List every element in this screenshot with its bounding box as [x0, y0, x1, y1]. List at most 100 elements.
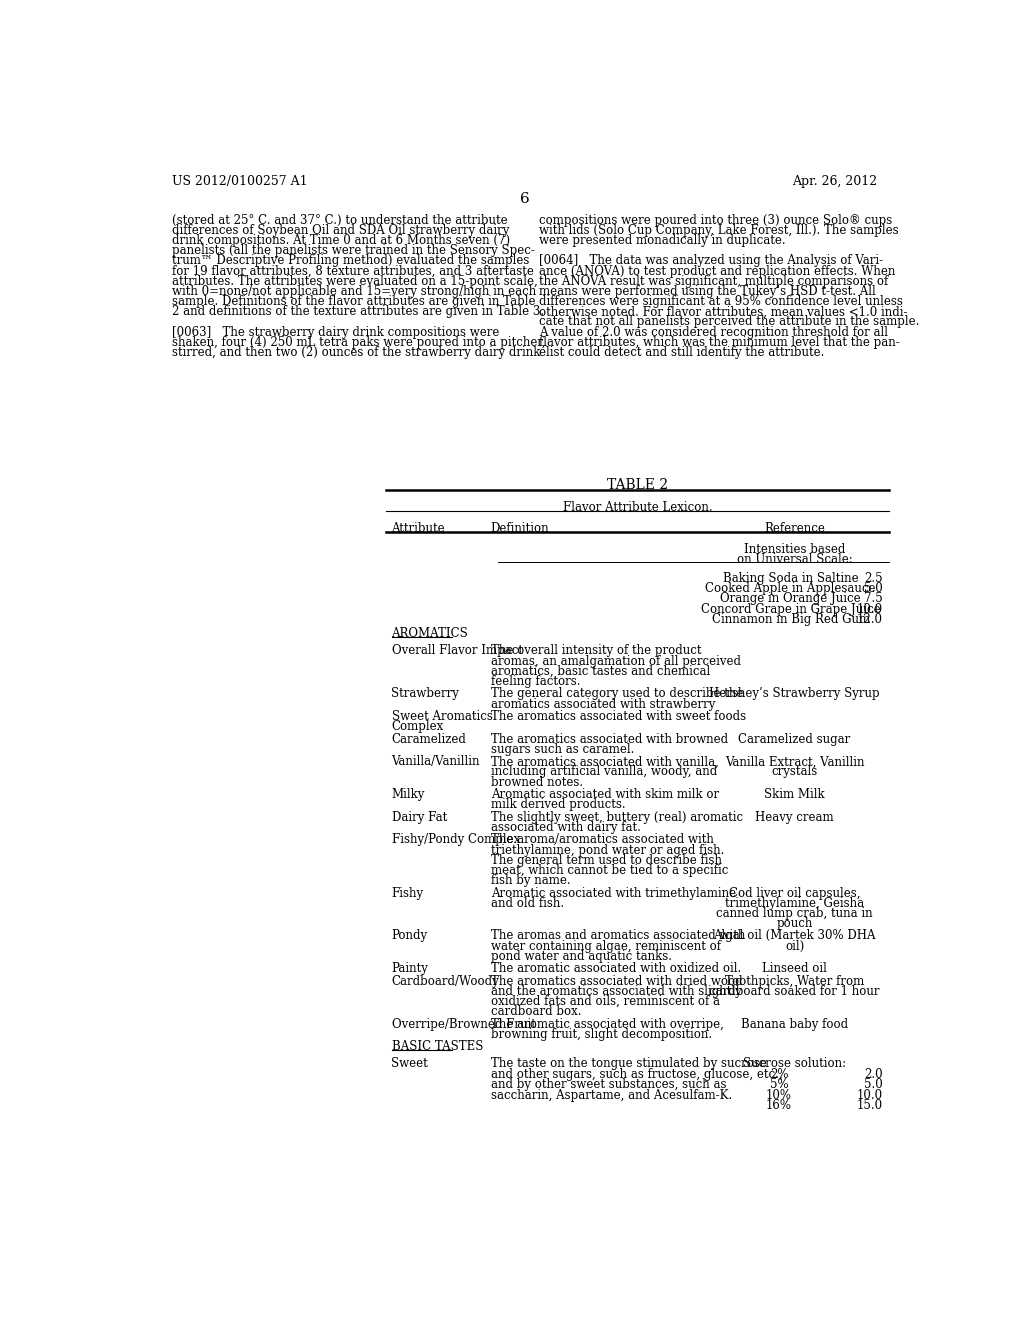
Text: flavor attributes, which was the minimum level that the pan-: flavor attributes, which was the minimum… [539, 335, 899, 348]
Text: browned notes.: browned notes. [490, 776, 583, 788]
Text: canned lump crab, tuna in: canned lump crab, tuna in [716, 907, 872, 920]
Text: oil): oil) [784, 940, 804, 953]
Text: browning fruit, slight decomposition.: browning fruit, slight decomposition. [490, 1028, 712, 1041]
Text: Painty: Painty [391, 962, 428, 975]
Text: Dairy Fat: Dairy Fat [391, 810, 446, 824]
Text: 6: 6 [520, 193, 529, 206]
Text: Complex: Complex [391, 721, 443, 733]
Text: Milky: Milky [391, 788, 425, 801]
Text: 10.0: 10.0 [857, 1089, 883, 1102]
Text: associated with dairy fat.: associated with dairy fat. [490, 821, 641, 834]
Text: The general term used to describe fish: The general term used to describe fish [490, 854, 722, 867]
Text: Orange in Orange Juice: Orange in Orange Juice [720, 593, 861, 606]
Text: panelists (all the panelists were trained in the Sensory Spec-: panelists (all the panelists were traine… [172, 244, 536, 257]
Text: Definition: Definition [490, 521, 549, 535]
Text: Sucrose solution:: Sucrose solution: [743, 1057, 846, 1071]
Text: Caramelized sugar: Caramelized sugar [738, 733, 851, 746]
Text: Vanilla Extract, Vanillin: Vanilla Extract, Vanillin [725, 755, 864, 768]
Text: were presented monadically in duplicate.: were presented monadically in duplicate. [539, 234, 785, 247]
Text: The aromas and aromatics associated with: The aromas and aromatics associated with [490, 929, 745, 942]
Text: Toothpicks, Water from: Toothpicks, Water from [725, 974, 864, 987]
Text: oxidized fats and oils, reminiscent of a: oxidized fats and oils, reminiscent of a [490, 995, 720, 1008]
Text: cardboard box.: cardboard box. [490, 1006, 582, 1018]
Text: 16%: 16% [766, 1098, 792, 1111]
Text: aromatics, basic tastes and chemical: aromatics, basic tastes and chemical [490, 665, 710, 677]
Text: The overall intensity of the product: The overall intensity of the product [490, 644, 701, 657]
Text: saccharin, Aspartame, and Acesulfam-K.: saccharin, Aspartame, and Acesulfam-K. [490, 1089, 732, 1102]
Text: for 19 flavor attributes, 8 texture attributes, and 3 aftertaste: for 19 flavor attributes, 8 texture attr… [172, 264, 535, 277]
Text: drink compositions. At Time 0 and at 6 Months seven (7): drink compositions. At Time 0 and at 6 M… [172, 234, 510, 247]
Text: on Universal Scale:: on Universal Scale: [736, 553, 852, 566]
Text: AROMATICS: AROMATICS [391, 627, 468, 640]
Text: sugars such as caramel.: sugars such as caramel. [490, 743, 634, 756]
Text: Overall Flavor Impact: Overall Flavor Impact [391, 644, 522, 657]
Text: 2 and definitions of the texture attributes are given in Table 3.: 2 and definitions of the texture attribu… [172, 305, 545, 318]
Text: pouch: pouch [776, 917, 813, 931]
Text: 5%: 5% [770, 1078, 788, 1092]
Text: Algal oil (Martek 30% DHA: Algal oil (Martek 30% DHA [714, 929, 876, 942]
Text: 10.0: 10.0 [857, 602, 883, 615]
Text: and by other sweet substances, such as: and by other sweet substances, such as [490, 1078, 726, 1092]
Text: and other sugars, such as fructose, glucose, etc.,: and other sugars, such as fructose, gluc… [490, 1068, 782, 1081]
Text: with 0=none/not applicable and 15=very strong/high in each: with 0=none/not applicable and 15=very s… [172, 285, 537, 298]
Text: milk derived products.: milk derived products. [490, 799, 626, 812]
Text: Intensities based: Intensities based [743, 543, 845, 556]
Text: Strawberry: Strawberry [391, 688, 460, 701]
Text: compositions were poured into three (3) ounce Solo® cups: compositions were poured into three (3) … [539, 214, 892, 227]
Text: Skim Milk: Skim Milk [764, 788, 824, 801]
Text: Overripe/Browned Fruit: Overripe/Browned Fruit [391, 1018, 536, 1031]
Text: Linseed oil: Linseed oil [762, 962, 827, 975]
Text: 2%: 2% [770, 1068, 788, 1081]
Text: including artificial vanilla, woody, and: including artificial vanilla, woody, and [490, 766, 717, 779]
Text: Hershey’s Strawberry Syrup: Hershey’s Strawberry Syrup [710, 688, 880, 701]
Text: The aromatic associated with overripe,: The aromatic associated with overripe, [490, 1018, 724, 1031]
Text: Fishy/Pondy Complex: Fishy/Pondy Complex [391, 833, 520, 846]
Text: The aroma/aromatics associated with: The aroma/aromatics associated with [490, 833, 714, 846]
Text: and the aromatics associated with slightly: and the aromatics associated with slight… [490, 985, 741, 998]
Text: ance (ANOVA) to test product and replication effects. When: ance (ANOVA) to test product and replica… [539, 264, 895, 277]
Text: 2.5: 2.5 [864, 572, 883, 585]
Text: A value of 2.0 was considered recognition threshold for all: A value of 2.0 was considered recognitio… [539, 326, 888, 339]
Text: Fishy: Fishy [391, 887, 424, 899]
Text: [0063]   The strawberry dairy drink compositions were: [0063] The strawberry dairy drink compos… [172, 326, 500, 339]
Text: Attribute: Attribute [391, 521, 445, 535]
Text: with lids (Solo Cup Company, Lake Forest, Ill.). The samples: with lids (Solo Cup Company, Lake Forest… [539, 224, 898, 238]
Text: shaken, four (4) 250 mL tetra paks were poured into a pitcher,: shaken, four (4) 250 mL tetra paks were … [172, 335, 546, 348]
Text: differences were significant at a 95% confidence level unless: differences were significant at a 95% co… [539, 296, 902, 308]
Text: Sweet Aromatics: Sweet Aromatics [391, 710, 493, 723]
Text: aromas, an amalgamation of all perceived: aromas, an amalgamation of all perceived [490, 655, 740, 668]
Text: Cooked Apple in Applesauce: Cooked Apple in Applesauce [706, 582, 876, 595]
Text: 2.0: 2.0 [864, 1068, 883, 1081]
Text: feeling factors.: feeling factors. [490, 675, 581, 688]
Text: Cinnamon in Big Red Gum: Cinnamon in Big Red Gum [712, 612, 869, 626]
Text: trimethylamine, Geisha: trimethylamine, Geisha [725, 896, 864, 909]
Text: trum™ Descriptive Profiling method) evaluated the samples: trum™ Descriptive Profiling method) eval… [172, 255, 529, 268]
Text: pond water and aquatic tanks.: pond water and aquatic tanks. [490, 950, 672, 962]
Text: Flavor Attribute Lexicon.: Flavor Attribute Lexicon. [563, 502, 713, 513]
Text: 15.0: 15.0 [857, 1098, 883, 1111]
Text: Sweet: Sweet [391, 1057, 428, 1071]
Text: the ANOVA result was significant, multiple comparisons of: the ANOVA result was significant, multip… [539, 275, 888, 288]
Text: Caramelized: Caramelized [391, 733, 466, 746]
Text: cardboard soaked for 1 hour: cardboard soaked for 1 hour [710, 985, 880, 998]
Text: Apr. 26, 2012: Apr. 26, 2012 [793, 176, 878, 189]
Text: means were performed using the Tukey’s HSD t-test. All: means were performed using the Tukey’s H… [539, 285, 876, 298]
Text: differences of Soybean Oil and SDA Oil strawberry dairy: differences of Soybean Oil and SDA Oil s… [172, 224, 510, 238]
Text: (stored at 25° C. and 37° C.) to understand the attribute: (stored at 25° C. and 37° C.) to underst… [172, 214, 508, 227]
Text: The aromatic associated with oxidized oil.: The aromatic associated with oxidized oi… [490, 962, 741, 975]
Text: Aromatic associated with skim milk or: Aromatic associated with skim milk or [490, 788, 719, 801]
Text: US 2012/0100257 A1: US 2012/0100257 A1 [172, 176, 308, 189]
Text: Aromatic associated with trimethylamine: Aromatic associated with trimethylamine [490, 887, 736, 899]
Text: sample. Definitions of the flavor attributes are given in Table: sample. Definitions of the flavor attrib… [172, 296, 536, 308]
Text: 12.0: 12.0 [857, 612, 883, 626]
Text: fish by name.: fish by name. [490, 874, 570, 887]
Text: Cardboard/Woody: Cardboard/Woody [391, 974, 500, 987]
Text: The slightly sweet, buttery (real) aromatic: The slightly sweet, buttery (real) aroma… [490, 810, 742, 824]
Text: Pondy: Pondy [391, 929, 428, 942]
Text: The general category used to describe the: The general category used to describe th… [490, 688, 743, 701]
Text: The taste on the tongue stimulated by sucrose: The taste on the tongue stimulated by su… [490, 1057, 767, 1071]
Text: BASIC TASTES: BASIC TASTES [391, 1040, 483, 1053]
Text: Vanilla/Vanillin: Vanilla/Vanillin [391, 755, 480, 768]
Text: 10%: 10% [766, 1089, 792, 1102]
Text: elist could detect and still identify the attribute.: elist could detect and still identify th… [539, 346, 824, 359]
